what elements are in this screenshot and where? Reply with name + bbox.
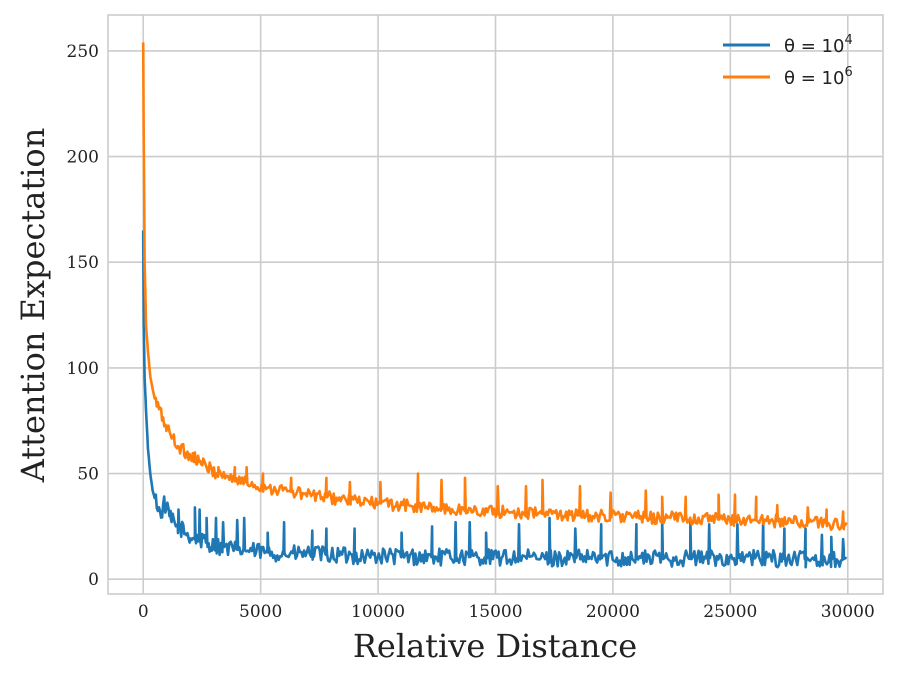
y-tick-label: 200	[67, 148, 99, 168]
y-tick-label: 100	[67, 359, 99, 379]
legend-label-series-2: θ = 106	[784, 65, 853, 89]
legend-label-series-1: θ = 104	[784, 33, 853, 57]
x-tick-label: 15000	[468, 602, 522, 622]
y-tick-label: 0	[88, 570, 99, 590]
y-tick-label: 150	[67, 253, 99, 273]
series-line-1	[141, 230, 848, 569]
y-tick-label: 250	[67, 42, 99, 62]
legend: θ = 104 θ = 106	[723, 33, 853, 89]
plot-frame	[107, 14, 884, 595]
legend-label-series-1-exp: 4	[844, 33, 852, 48]
plot-series	[141, 42, 848, 569]
tick-labels: 0 5000 10000 15000 20000 25000 30000 0 50 100 150 2…	[67, 42, 875, 622]
x-tick-label: 5000	[239, 602, 282, 622]
x-axis-title: Relative Distance	[353, 627, 637, 665]
x-tick-label: 0	[138, 602, 149, 622]
grid-lines	[108, 15, 883, 594]
legend-label-series-2-base: θ = 10	[784, 68, 844, 89]
y-axis-title: Attention Expectation	[14, 128, 52, 484]
legend-label-series-1-base: θ = 10	[784, 36, 844, 57]
x-tick-label: 30000	[821, 602, 875, 622]
series-line-2	[141, 42, 848, 531]
legend-label-series-2-exp: 6	[844, 65, 852, 80]
x-tick-label: 25000	[703, 602, 757, 622]
x-tick-label: 20000	[586, 602, 640, 622]
y-tick-label: 50	[77, 465, 99, 485]
x-tick-label: 10000	[351, 602, 405, 622]
